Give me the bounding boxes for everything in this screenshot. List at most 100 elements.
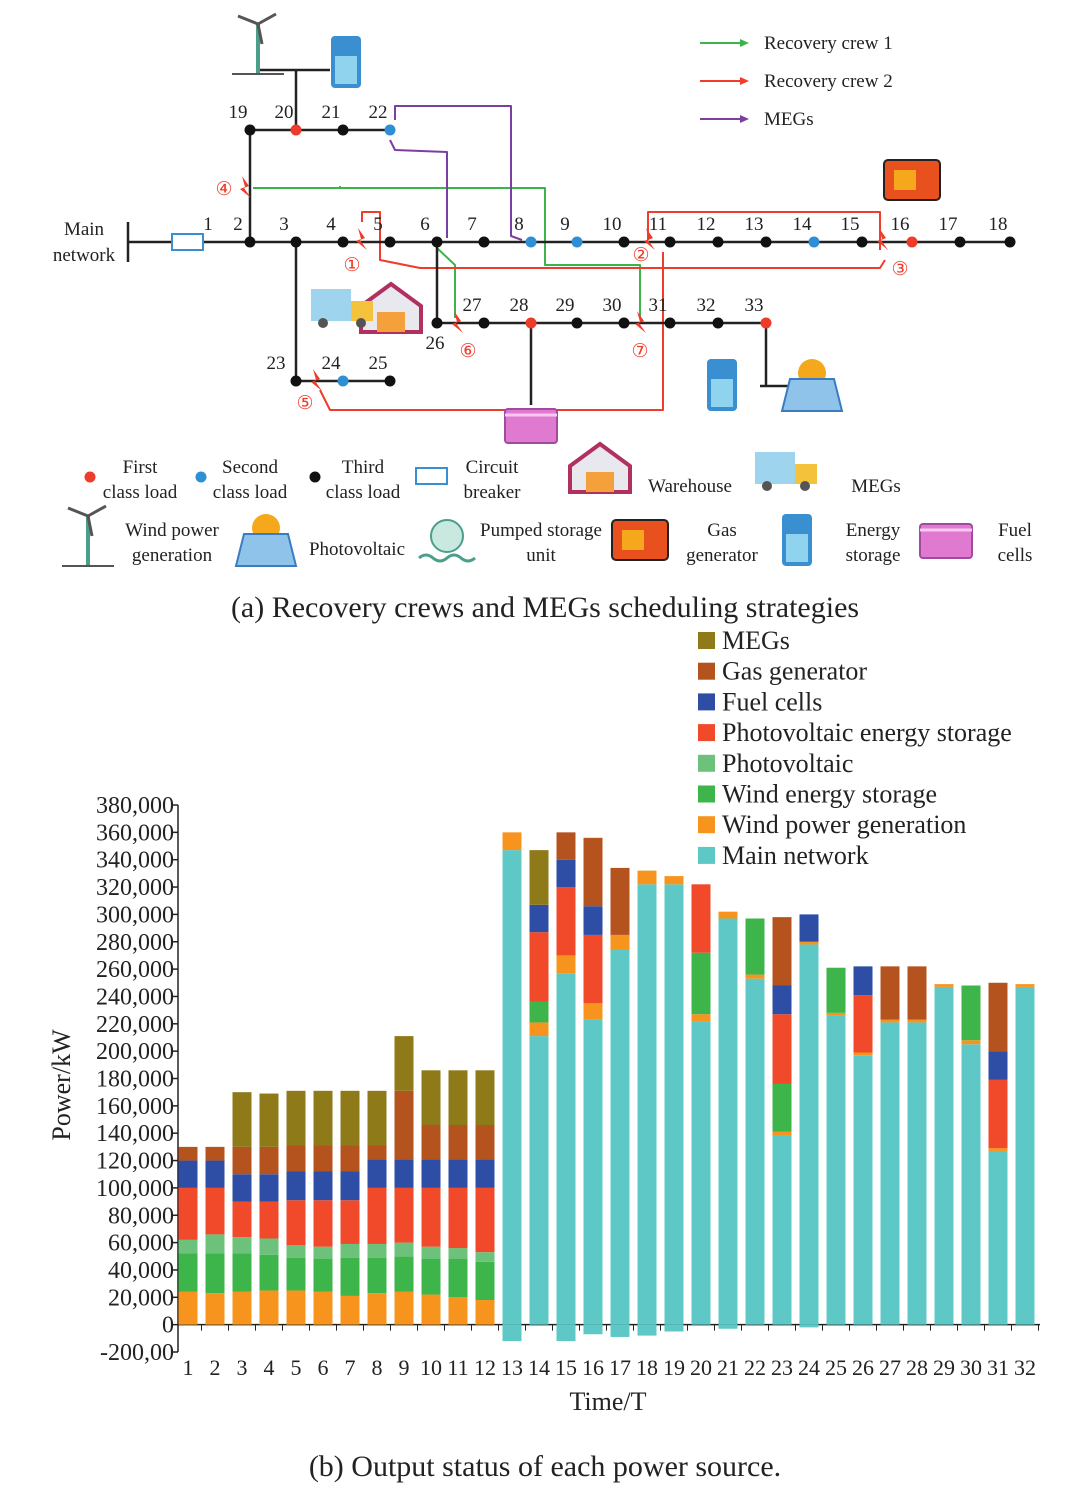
bar-segment	[556, 859, 576, 888]
bar-segment	[799, 941, 819, 945]
fault-label: ⑦	[631, 341, 648, 362]
bar-segment	[448, 1187, 468, 1249]
node-label: 24	[322, 353, 342, 374]
icon-dot	[84, 471, 96, 483]
bar-segment	[907, 966, 927, 1020]
bar-segment	[1015, 986, 1035, 1325]
legend-swatch	[698, 754, 715, 772]
route-crew-2	[361, 211, 886, 269]
y-tick-label: 60,000	[108, 1231, 174, 1257]
node	[571, 317, 583, 329]
x-tick-label: 4	[264, 1355, 275, 1380]
x-tick-label: 28	[906, 1355, 928, 1380]
bar-segment	[664, 876, 684, 885]
bar-segment	[367, 1243, 387, 1258]
bar-segment	[421, 1070, 441, 1125]
bar-segment	[529, 1036, 549, 1325]
bar-segment	[637, 1324, 657, 1336]
key-label: First	[123, 457, 159, 478]
icon-truck	[311, 289, 351, 321]
icon-water	[418, 553, 476, 563]
y-tick-label: 160,000	[96, 1094, 174, 1120]
key-label: Warehouse	[648, 476, 732, 497]
fault-bolt	[877, 228, 888, 250]
key-label: class load	[326, 482, 401, 503]
fault-label: ③	[891, 259, 908, 280]
legend-arrow	[740, 115, 749, 123]
bar-segment	[421, 1294, 441, 1325]
legend-label: Photovoltaic	[722, 749, 853, 778]
icon-breaker	[415, 467, 448, 485]
bar-segment	[529, 1001, 549, 1023]
bar-segment	[367, 1257, 387, 1294]
node	[571, 236, 583, 248]
y-tick-label: 180,000	[96, 1067, 174, 1093]
bar-segment	[529, 904, 549, 933]
bar-segment	[394, 1256, 414, 1292]
x-tick-label: 7	[345, 1355, 356, 1380]
icon-blades	[67, 504, 107, 537]
caption-b: (b) Output status of each power source.	[309, 1450, 781, 1483]
node	[664, 236, 676, 248]
bar-segment	[637, 884, 657, 1325]
legend-arrow	[740, 77, 749, 85]
node-label: 9	[560, 214, 570, 235]
bar-segment	[934, 984, 954, 987]
key-label: breaker	[464, 482, 522, 503]
y-tick-label: 100,000	[96, 1176, 174, 1202]
bar-segment	[394, 1159, 414, 1188]
bar-segment	[691, 1014, 711, 1022]
node-label: 6	[420, 214, 430, 235]
node	[337, 236, 349, 248]
y-tick-label: -200,00	[100, 1340, 174, 1366]
bar-segment	[475, 1124, 495, 1160]
bar-segment	[394, 1090, 414, 1160]
fault-bolt	[240, 176, 251, 198]
legend-label: Photovoltaic energy storage	[722, 718, 1012, 747]
bar-segment	[718, 911, 738, 919]
route-megs	[394, 105, 523, 241]
bar-segment	[772, 1135, 792, 1325]
legend-arrow	[740, 39, 749, 47]
node-label: 27	[463, 295, 482, 316]
circuit-breaker	[171, 233, 204, 251]
icon-panel	[780, 378, 844, 412]
fault-label: ⑥	[459, 341, 476, 362]
fault-bolt	[644, 228, 655, 250]
x-tick-label: 14	[528, 1355, 550, 1380]
node	[290, 236, 302, 248]
node-label: 13	[745, 214, 764, 235]
node	[712, 236, 724, 248]
y-tick-label: 40,000	[108, 1258, 174, 1284]
node-label: 21	[322, 102, 341, 123]
legend-label: Wind energy storage	[722, 780, 937, 809]
bar-segment	[745, 978, 765, 1325]
icon-dot	[309, 471, 321, 483]
bar-segment	[853, 995, 873, 1053]
key-label: generation	[132, 545, 213, 566]
legend-label: MEGs	[764, 109, 814, 130]
icon-wheel	[762, 481, 772, 491]
bar-segment	[178, 1146, 198, 1161]
node	[478, 236, 490, 248]
bar-segment	[988, 1148, 1008, 1151]
bar-segment	[772, 985, 792, 1015]
bar-segment	[205, 1187, 225, 1235]
bar-segment	[340, 1171, 360, 1201]
icon-cab	[351, 301, 373, 321]
icon-gas-panel	[622, 530, 644, 550]
legend-swatch	[698, 632, 715, 649]
node	[618, 317, 630, 329]
legend-swatch	[698, 846, 715, 864]
y-tick-label: 120,000	[96, 1149, 174, 1175]
bar-segment	[286, 1200, 306, 1246]
bar-segment	[340, 1243, 360, 1258]
bar-segment	[448, 1070, 468, 1125]
bar-segment	[556, 887, 576, 956]
x-tick-label: 21	[717, 1355, 739, 1380]
key-label: Third	[342, 457, 385, 478]
node	[384, 124, 396, 136]
y-tick-label: 280,000	[96, 930, 174, 956]
caption-a: (a) Recovery crews and MEGs scheduling s…	[231, 591, 859, 624]
